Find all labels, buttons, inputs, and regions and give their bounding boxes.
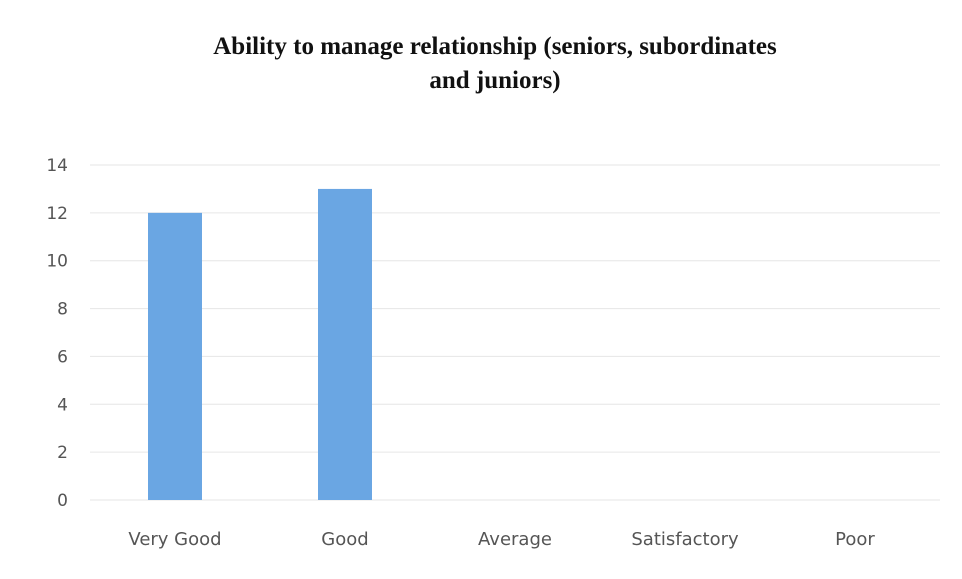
y-tick-label: 12: [46, 204, 68, 224]
chart-title-line-2: and juniors): [429, 67, 561, 94]
y-tick-label: 14: [46, 156, 68, 176]
chart-title: Ability to manage relationship (seniors,…: [0, 30, 962, 98]
y-tick-label: 2: [57, 443, 68, 463]
bar: [318, 188, 372, 500]
y-tick-label: 4: [57, 395, 68, 415]
chart-title-line-1: Ability to manage relationship (seniors,…: [213, 33, 777, 60]
x-category-label: Satisfactory: [631, 529, 739, 550]
x-category-label: Poor: [835, 529, 875, 550]
x-category-label: Average: [478, 529, 552, 550]
y-tick-label: 6: [57, 347, 68, 367]
y-tick-label: 10: [46, 252, 68, 272]
y-tick-label: 0: [57, 491, 68, 511]
x-category-label: Good: [321, 529, 368, 550]
x-category-label: Very Good: [128, 529, 221, 550]
y-tick-label: 8: [57, 300, 68, 320]
bar: [148, 212, 202, 500]
